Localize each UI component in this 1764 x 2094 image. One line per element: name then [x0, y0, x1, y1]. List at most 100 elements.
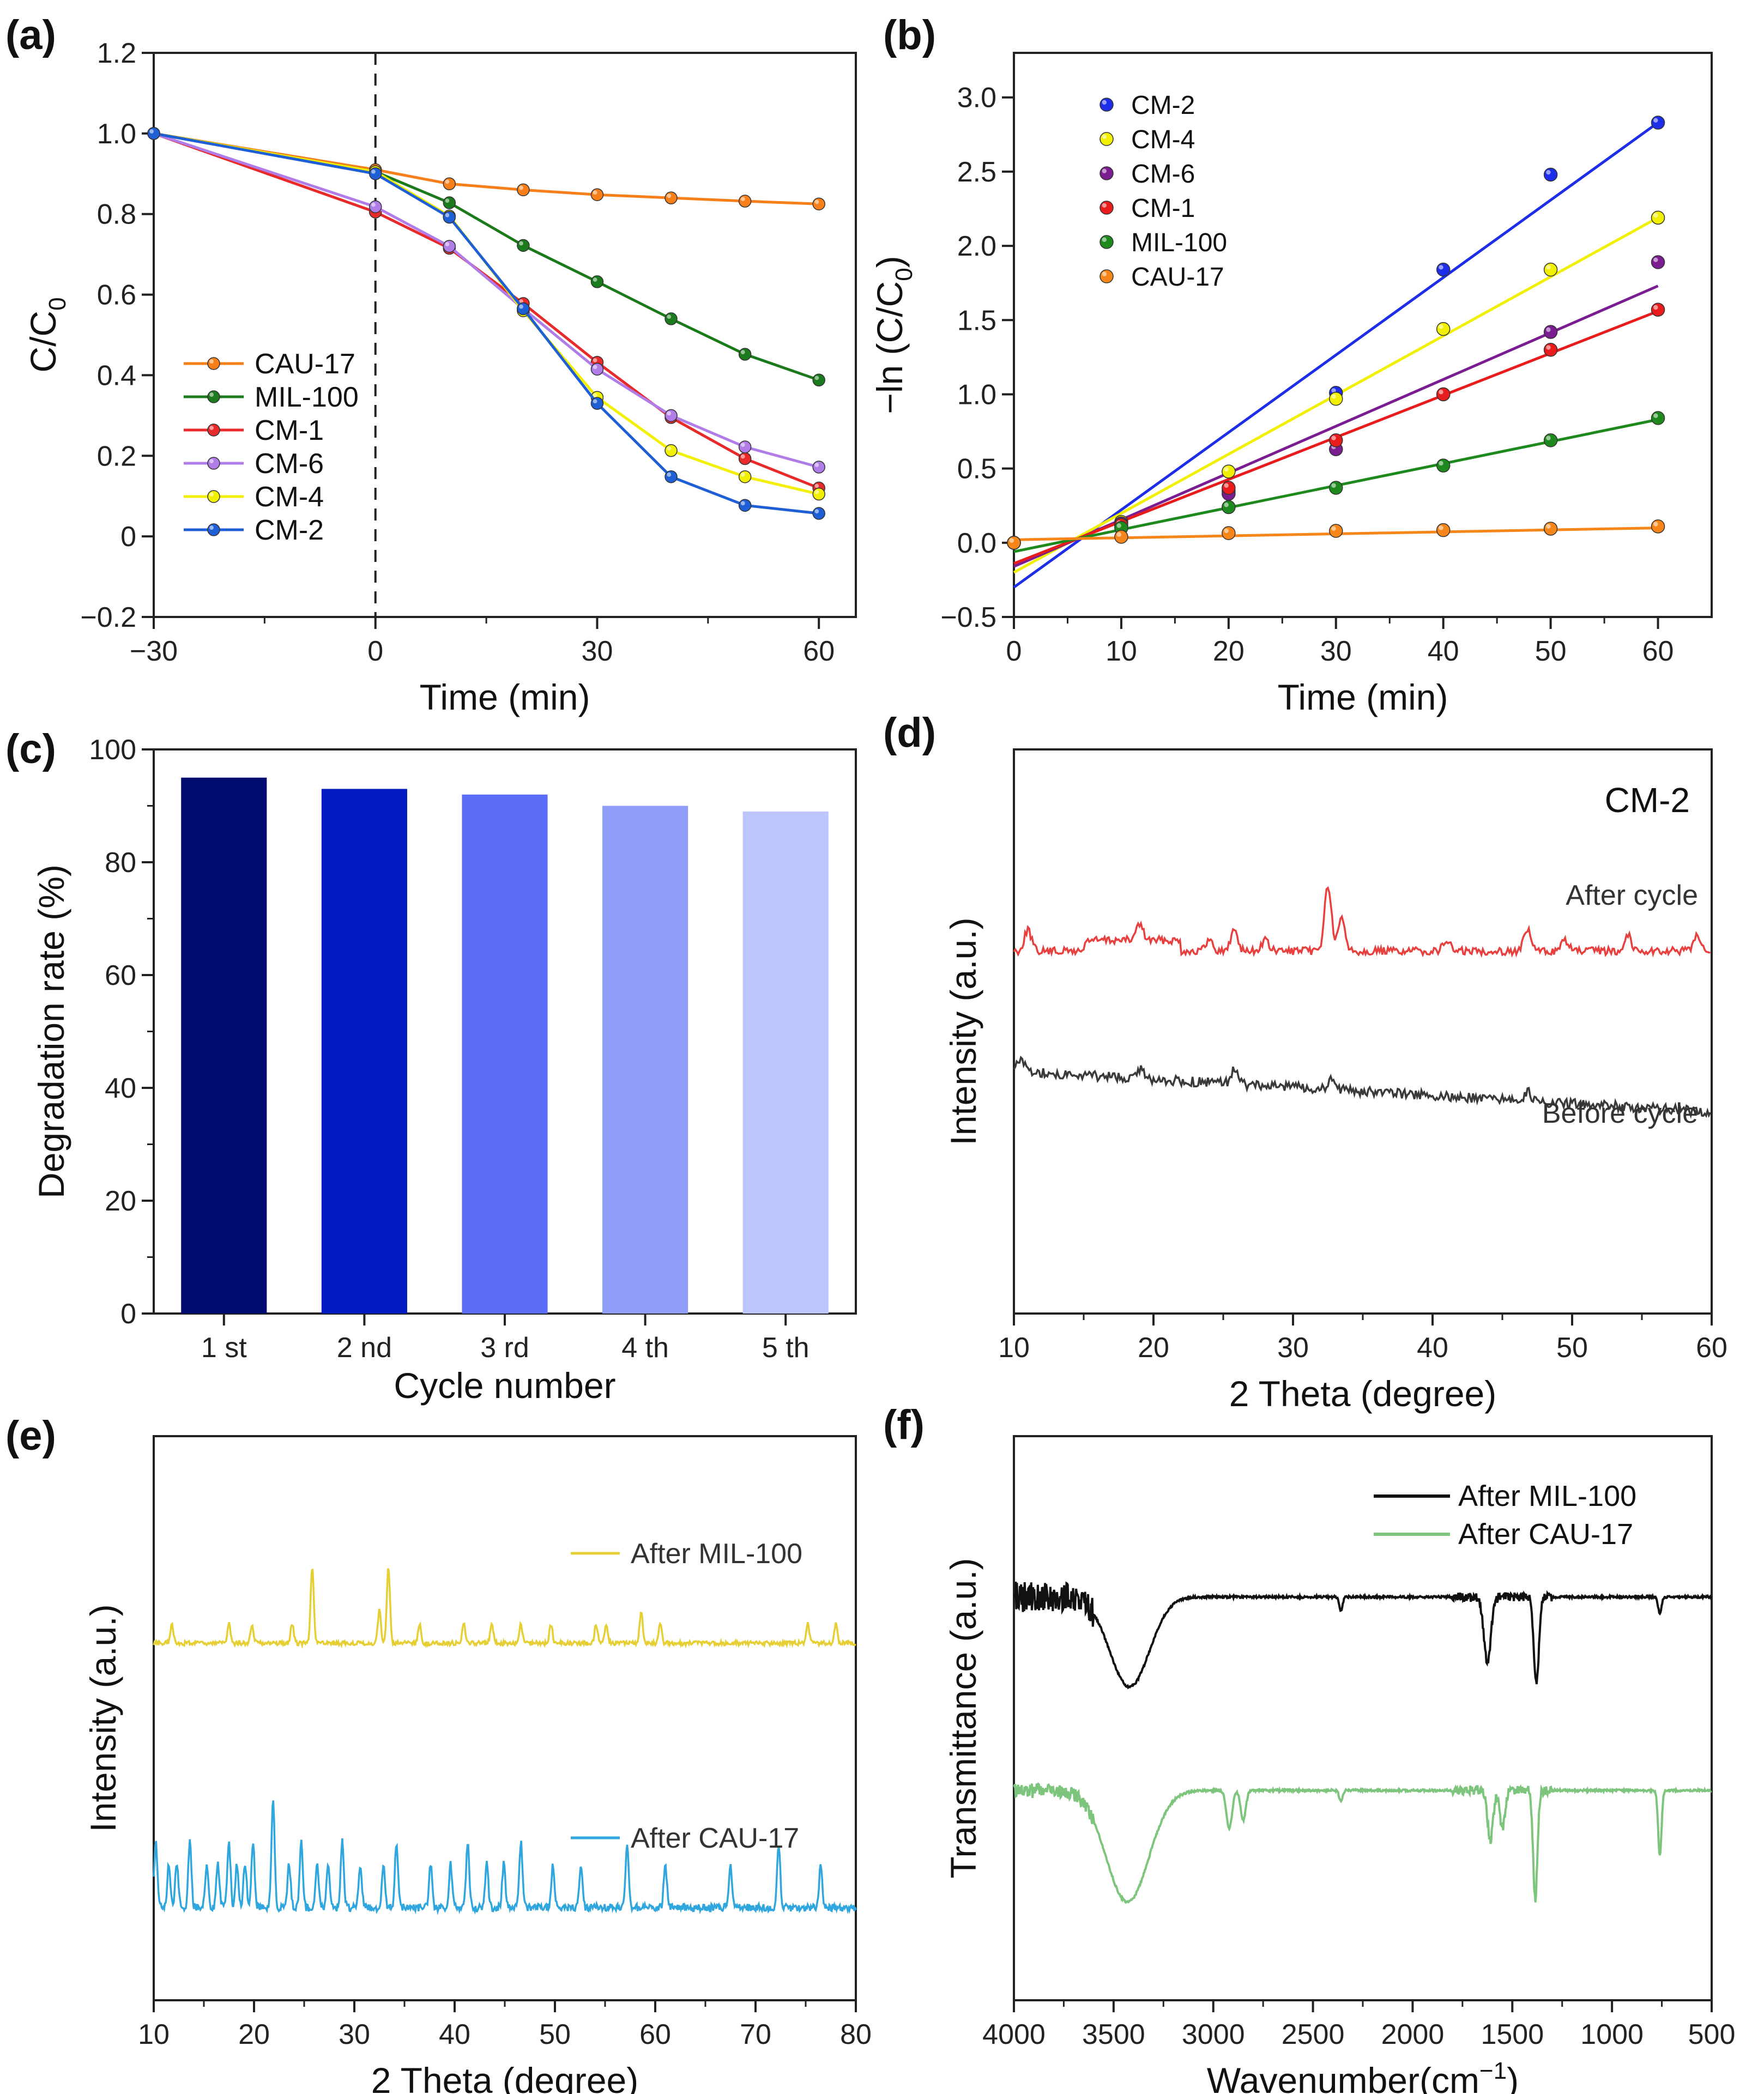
- legend-marker-cm-2: [207, 523, 220, 536]
- data-point-cm-1-highlight: [593, 358, 597, 362]
- x-tick-label: 60: [1696, 1332, 1727, 1364]
- y-tick-label: 2.5: [957, 156, 996, 188]
- x-tick-label: 4 th: [621, 1332, 669, 1364]
- x-tick-label: 0: [367, 636, 383, 667]
- data-point-cm-2: [368, 167, 382, 180]
- legend-label-after-cau-17: After CAU-17: [1458, 1518, 1633, 1551]
- data-point-cm-6: [738, 440, 752, 453]
- spectrum-before-cycle: [1013, 1055, 1711, 1119]
- data-point-cm-6-highlight: [593, 365, 597, 370]
- y-tick-label: 0.0: [957, 528, 996, 559]
- panel-e: (e) 10 20 30 40 50 60 70 80 2 Theta (degree) Inten…: [5, 1413, 872, 2094]
- x-axis-label: Time (min): [1278, 677, 1448, 717]
- data-point-cm-2: [664, 470, 678, 483]
- y-tick-label: 3.0: [957, 82, 996, 114]
- data-point-cm-4-highlight: [1224, 467, 1229, 472]
- data-point-mil-100: [1329, 481, 1343, 495]
- y-tick-label: 0: [120, 1298, 136, 1330]
- data-point-cm-2: [738, 499, 752, 512]
- spectrum-after-cau-17: [1013, 1782, 1712, 1904]
- panel-b: (b) 0 10 20 30 40 50 60 −0.5 0.0 0.5 1.0 1.5 2.0 2.5 3.…: [869, 12, 1713, 717]
- data-point-cm-1-highlight: [1224, 483, 1229, 488]
- data-point-mil-100: [517, 239, 530, 252]
- data-point-cau-17-highlight: [445, 179, 450, 184]
- y-tick-label: 0.5: [957, 453, 996, 485]
- data-point-mil-100-highlight: [1653, 413, 1658, 419]
- data-point-cm-1: [1222, 481, 1236, 495]
- data-point-cau-17: [1543, 522, 1558, 536]
- x-tick-label: 3 rd: [480, 1332, 529, 1364]
- legend-label-cm-6: CM-6: [1131, 160, 1195, 189]
- data-point-cm-4: [1329, 391, 1343, 406]
- y-axis-label: Transmittance (a.u.): [943, 1558, 983, 1878]
- data-point-cau-17: [1007, 536, 1021, 550]
- legend-label-cm-2: CM-2: [255, 515, 324, 546]
- series-line-cau-17: [153, 132, 819, 205]
- x-tick-label: 500: [1688, 2019, 1736, 2050]
- data-point-mil-100-highlight: [445, 198, 450, 203]
- data-point-cm-2: [147, 127, 160, 140]
- data-point-cm-6: [590, 362, 604, 376]
- data-point-mil-100: [738, 348, 752, 361]
- data-point-cm-1: [1329, 433, 1343, 447]
- data-point-cau-17: [1436, 523, 1451, 537]
- data-point-mil-100: [1651, 411, 1665, 425]
- data-point-cau-17-highlight: [1331, 526, 1336, 531]
- data-point-cau-17-highlight: [1439, 525, 1443, 530]
- data-point-cau-17: [1651, 519, 1665, 534]
- x-tick-label: 10: [1105, 636, 1137, 667]
- y-tick-label: 60: [105, 960, 136, 991]
- data-point-cm-2-highlight: [593, 399, 597, 404]
- data-point-cm-2-highlight: [1546, 170, 1551, 175]
- y-tick-label: 1.0: [957, 379, 996, 410]
- panel-label-d: (d): [883, 710, 936, 756]
- legend-marker-cm-6: [207, 457, 220, 470]
- bar-5-th: [742, 811, 829, 1314]
- data-point-cau-17-highlight: [667, 193, 672, 198]
- legend-marker-cm-2-highlight: [1102, 100, 1107, 105]
- legend-marker-cm-1-highlight: [1102, 203, 1107, 208]
- data-point-cm-6: [443, 240, 456, 253]
- data-point-cm-2-highlight: [740, 501, 745, 506]
- data-point-cau-17-highlight: [740, 197, 745, 202]
- data-point-mil-100-highlight: [1116, 523, 1121, 528]
- y-axis-label: Degradation rate (%): [31, 864, 71, 1199]
- data-point-mil-100-highlight: [1439, 461, 1443, 466]
- legend-marker-cm-6-highlight: [209, 459, 214, 464]
- y-tick-label: −0.5: [940, 602, 996, 633]
- legend-marker-cm-4-highlight: [209, 492, 214, 497]
- legend-label-mil-100: MIL-100: [1131, 228, 1227, 257]
- data-point-cm-6-highlight: [740, 443, 745, 447]
- data-point-cm-6: [1543, 325, 1558, 339]
- data-point-mil-100-highlight: [519, 241, 523, 246]
- bar-1-st: [181, 777, 267, 1314]
- data-point-cm-1-highlight: [814, 483, 819, 488]
- legend-label-mil-100: MIL-100: [255, 382, 359, 413]
- series-line-cm-1: [153, 132, 820, 489]
- data-point-cm-1: [1436, 387, 1451, 402]
- x-tick-label: 40: [1428, 636, 1459, 667]
- data-point-cau-17-highlight: [1116, 532, 1121, 537]
- data-point-cm-4: [738, 470, 752, 483]
- data-point-cm-4-highlight: [1653, 213, 1658, 218]
- x-axis-label: Time (min): [420, 677, 590, 717]
- data-point-cm-6-highlight: [445, 242, 450, 246]
- x-axis-label: Wavenumber(cm−1): [1207, 2057, 1519, 2094]
- data-point-mil-100-highlight: [740, 350, 745, 354]
- panel-d: (d) 10 20 30 40 50 60 2 Theta (degree) Intensity…: [883, 710, 1727, 1414]
- data-point-cm-4-highlight: [740, 473, 745, 477]
- data-point-cau-17: [812, 197, 825, 210]
- legend-marker-cm-4: [207, 490, 220, 503]
- data-point-cm-2: [1651, 116, 1665, 130]
- x-tick-label: 2500: [1282, 2019, 1345, 2050]
- x-tick-label: 30: [582, 636, 613, 667]
- y-tick-label: 80: [105, 847, 136, 879]
- x-tick-label: 3000: [1182, 2019, 1245, 2050]
- data-point-cm-2: [812, 507, 825, 520]
- y-tick-label: 1.2: [97, 38, 136, 69]
- data-point-cm-4-highlight: [814, 489, 819, 494]
- x-tick-label: 30: [1320, 636, 1352, 667]
- x-tick-label: 10: [998, 1332, 1030, 1364]
- data-point-cm-6-highlight: [371, 202, 376, 207]
- data-point-cau-17-highlight: [1546, 524, 1551, 529]
